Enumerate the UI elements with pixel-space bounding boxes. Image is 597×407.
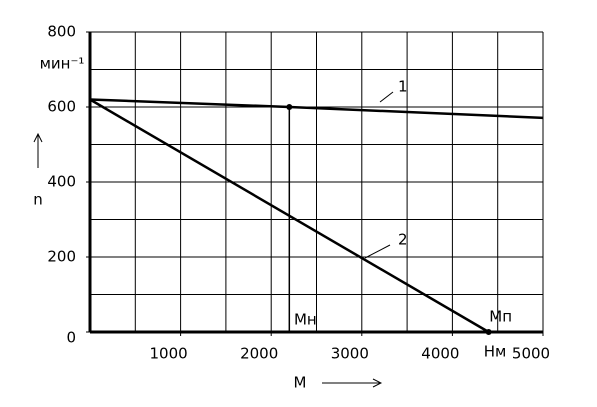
- x-tick-label: 1000: [150, 345, 188, 363]
- point: [485, 329, 492, 335]
- x-arrow: [322, 378, 383, 388]
- x-unit: Нм: [484, 343, 507, 361]
- x-tick-label: 3000: [331, 345, 369, 363]
- x-axis-label: M: [294, 374, 307, 392]
- y-tick-label: 200: [47, 248, 76, 266]
- y-arrow: [33, 132, 43, 168]
- x-tick-label: 4000: [421, 345, 459, 363]
- leader-line: [379, 91, 394, 103]
- y-tick-label: 0: [66, 329, 76, 347]
- series-label: 2: [398, 231, 408, 249]
- y-axis-label: n: [33, 191, 43, 209]
- x-tick-label: 5000: [512, 345, 550, 363]
- series-label: 1: [398, 78, 408, 96]
- annotation: Мн: [294, 311, 317, 329]
- y-tick-label: 800: [47, 23, 76, 41]
- y-tick-label: 400: [47, 173, 76, 191]
- leader-line: [364, 244, 391, 259]
- y-unit: мин⁻¹: [40, 55, 85, 73]
- y-tick-label: 600: [47, 98, 76, 116]
- x-tick-label: 2000: [240, 345, 278, 363]
- annotation: Мп: [489, 308, 512, 326]
